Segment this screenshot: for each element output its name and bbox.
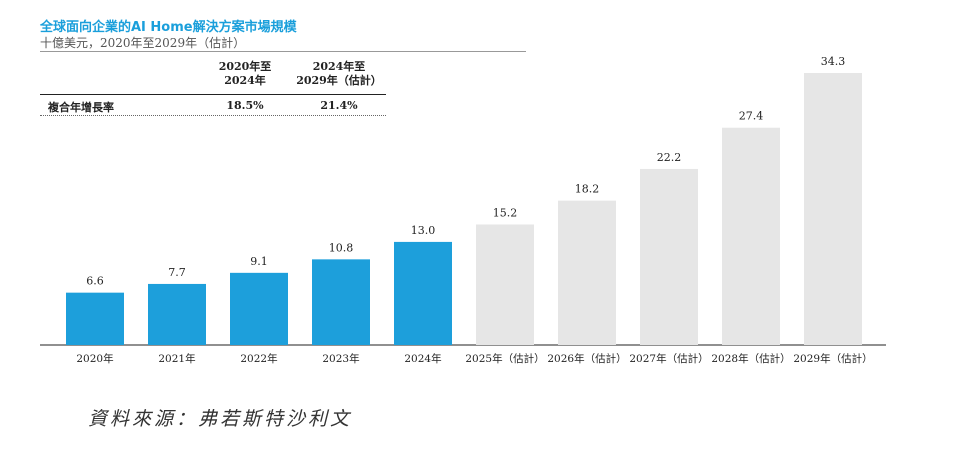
cagr-col1-header-line2: 2024年 (224, 74, 266, 87)
bar-3 (230, 272, 288, 345)
bar-1 (66, 292, 124, 345)
data-label-6: 15.2 (493, 206, 518, 219)
data-label-8: 22.2 (657, 151, 682, 164)
x-tick-label-9: 2028年（估計） (711, 352, 790, 365)
bar-chart: 6.6 2020年 7.7 2021年 9.1 2022年 10.8 2023年 13.0 202… (40, 55, 886, 365)
data-label-5: 13.0 (411, 224, 436, 237)
bar-7 (558, 200, 616, 345)
x-tick-label-7: 2026年（估計） (547, 352, 626, 365)
bar-10 (804, 73, 862, 345)
cagr-col1-value: 18.5% (226, 99, 264, 112)
bar-5 (394, 241, 452, 345)
x-tick-label-2: 2021年 (158, 352, 195, 365)
data-label-7: 18.2 (575, 183, 600, 196)
bar-2 (148, 283, 206, 345)
data-label-3: 9.1 (250, 255, 268, 268)
chart-subtitle: 十億美元，2020年至2029年（估計） (40, 36, 246, 50)
x-tick-label-10: 2029年（估計） (793, 352, 872, 365)
x-tick-label-4: 2023年 (322, 352, 359, 365)
x-tick-label-1: 2020年 (76, 352, 113, 365)
data-label-1: 6.6 (86, 275, 104, 288)
bar-6 (476, 224, 534, 345)
cagr-col1-header-line1: 2020年至 (218, 60, 272, 73)
bar-4 (312, 259, 370, 345)
cagr-col2-header-line2: 2029年（估計） (296, 74, 382, 87)
x-tick-label-5: 2024年 (404, 352, 441, 365)
cagr-table: 2020年至 2024年 2024年至 2029年（估計） 複合年增長率 18.… (40, 58, 386, 116)
x-tick-label-3: 2022年 (240, 352, 277, 365)
x-tick-label-8: 2027年（估計） (629, 352, 708, 365)
data-label-10: 34.3 (821, 55, 846, 68)
data-label-4: 10.8 (329, 241, 354, 254)
chart-title: 全球面向企業的AI Home解決方案市場規模 (40, 20, 297, 35)
title-divider (40, 51, 526, 52)
bar-8 (640, 168, 698, 345)
data-label-2: 7.7 (168, 266, 186, 279)
cagr-col2-value: 21.4% (320, 99, 358, 112)
x-tick-label-6: 2025年（估計） (465, 352, 544, 365)
cagr-row-label: 複合年增長率 (48, 101, 114, 114)
cagr-table-header: 2020年至 2024年 2024年至 2029年（估計） (40, 58, 386, 94)
cagr-row: 複合年增長率 18.5% 21.4% (40, 95, 386, 115)
cagr-header-rule (40, 94, 386, 95)
cagr-col2-header: 2024年至 2029年（估計） (292, 60, 386, 88)
data-label-9: 27.4 (739, 110, 764, 123)
cagr-col2-header-line1: 2024年至 (312, 60, 366, 73)
cagr-bottom-rule (40, 115, 386, 116)
source-note: 資料來源：弗若斯特沙利文 (88, 408, 353, 430)
cagr-col1-header: 2020年至 2024年 (200, 60, 290, 88)
bar-9 (722, 127, 780, 346)
